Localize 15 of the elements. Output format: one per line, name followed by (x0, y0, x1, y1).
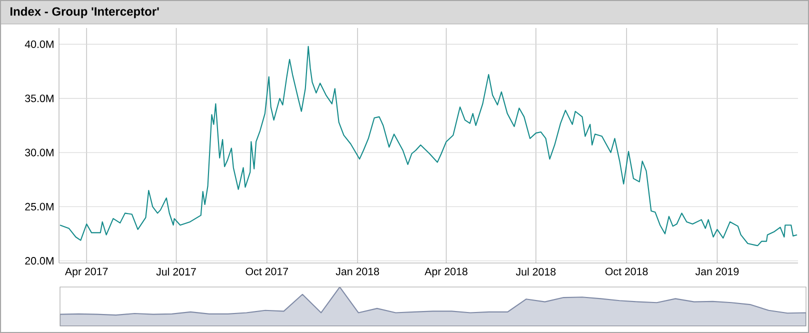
x-tick-label: Jan 2018 (336, 268, 380, 276)
x-tick-label: Jan 2019 (695, 268, 739, 276)
x-tick-label: Apr 2018 (424, 268, 468, 278)
y-tick-label: 20.0M (25, 257, 54, 265)
y-tick-label: 30.0M (25, 148, 54, 156)
x-tick-label: Oct 2017 (246, 268, 288, 276)
line-series (59, 46, 798, 246)
x-tick-label: Jul 2018 (516, 268, 556, 276)
y-tick-label: 35.0M (25, 94, 54, 102)
y-tick-label: 25.0M (25, 202, 54, 210)
y-tick-label: 40.0M (24, 40, 54, 48)
x-tick-label: Apr 2017 (64, 268, 108, 278)
x-tick-label: Oct 2018 (605, 268, 648, 276)
x-tick-label: Jul 2017 (156, 268, 196, 276)
chart-title: Index - Group 'Interceptor' (10, 6, 159, 18)
